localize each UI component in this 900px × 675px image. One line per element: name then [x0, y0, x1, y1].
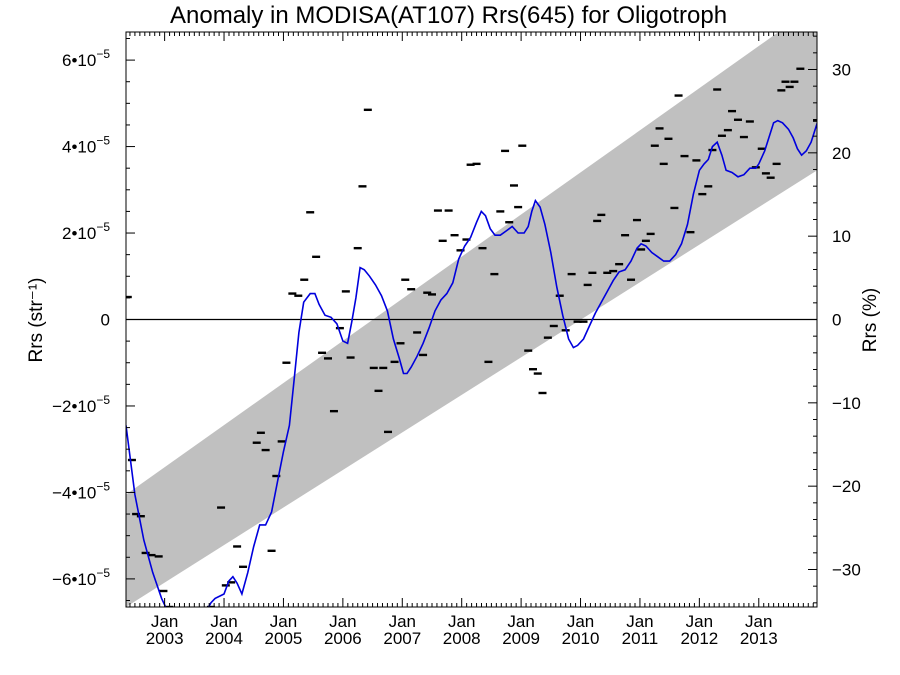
y-axis-left: 6•10−5 4•10−5 2•10−5 0 −2•10−5 −4•10−5 −6•10−5 — [52, 37, 135, 602]
x-tick-label-month: Jan — [270, 612, 297, 631]
x-tick-label-year: 2006 — [324, 629, 362, 648]
x-tick-label-year: 2013 — [740, 629, 778, 648]
x-tick-label-year: 2004 — [205, 629, 243, 648]
y-tick-label-left: 4•10−5 — [62, 134, 110, 157]
y-axis-left-label: Rrs (str⁻¹) — [26, 278, 47, 363]
y-tick-label-right: −10 — [832, 394, 861, 413]
x-tick-label-month: Jan — [686, 612, 713, 631]
x-tick-label-month: Jan — [448, 612, 475, 631]
y-tick-label-right: 10 — [832, 227, 851, 246]
y-tick-label-right: −30 — [832, 561, 861, 580]
y-tick-label-left: 2•10−5 — [62, 220, 110, 243]
y-tick-label-left: 6•10−5 — [62, 47, 110, 70]
x-tick-label-month: Jan — [151, 612, 178, 631]
y-tick-label-right: 0 — [832, 311, 841, 330]
y-tick-label-right: 20 — [832, 144, 851, 163]
x-tick-label-year: 2007 — [383, 629, 421, 648]
x-tick-label-month: Jan — [507, 612, 534, 631]
x-tick-label-year: 2010 — [562, 629, 600, 648]
y-axis-right-label: Rrs (%) — [860, 288, 881, 352]
x-tick-label-month: Jan — [567, 612, 594, 631]
y-tick-label-right: 30 — [832, 61, 851, 80]
x-axis: Jan2003Jan2004Jan2005Jan2006Jan2007Jan20… — [129, 32, 814, 648]
x-tick-label-year: 2005 — [265, 629, 303, 648]
x-tick-label-month: Jan — [745, 612, 772, 631]
y-tick-label-left: −4•10−5 — [52, 479, 110, 502]
x-tick-label-year: 2011 — [622, 629, 659, 648]
y-axis-right: 30 20 10 0 −10 −20 −30 — [808, 35, 861, 604]
x-tick-label-month: Jan — [626, 612, 653, 631]
y-tick-label-left: −6•10−5 — [52, 566, 110, 589]
x-tick-label-year: 2009 — [502, 629, 540, 648]
x-tick-label-month: Jan — [329, 612, 356, 631]
x-tick-label-month: Jan — [389, 612, 416, 631]
smoothed-series-line — [126, 119, 817, 607]
chart-title: Anomaly in MODISA(AT107) Rrs(645) for Ol… — [170, 2, 727, 29]
x-tick-label-year: 2008 — [443, 629, 481, 648]
x-tick-label-month: Jan — [210, 612, 237, 631]
y-tick-label-right: −20 — [832, 477, 861, 496]
trend-band — [126, 32, 817, 607]
y-tick-label-left: −2•10−5 — [52, 393, 110, 416]
monthly-series — [126, 67, 817, 607]
x-tick-label-year: 2003 — [146, 629, 184, 648]
x-tick-label-year: 2012 — [680, 629, 718, 648]
y-tick-label-left: 0 — [101, 311, 110, 330]
